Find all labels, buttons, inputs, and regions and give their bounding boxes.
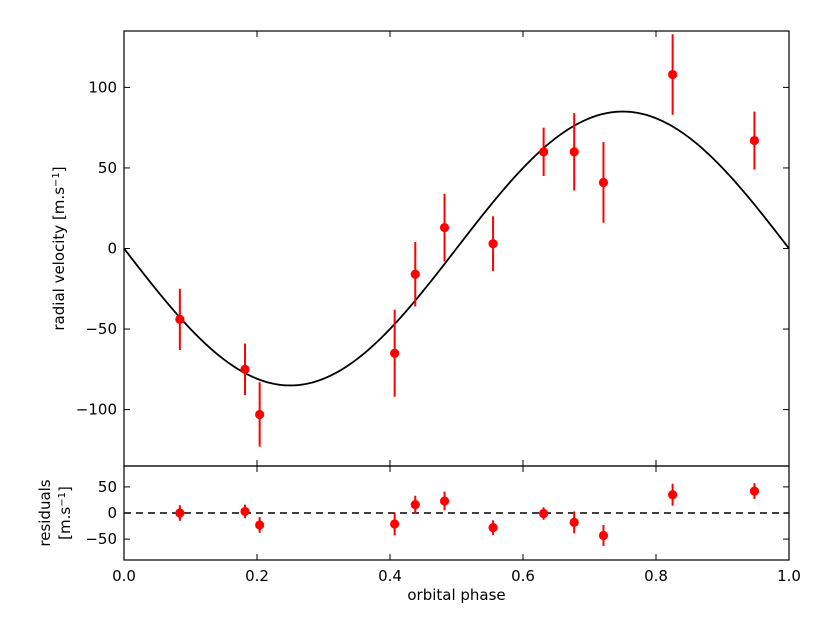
- residual-points-layer: [175, 483, 760, 546]
- x-tick-label: 1.0: [777, 567, 801, 585]
- residuals-y-axis-label-line1: residuals: [36, 479, 54, 546]
- residual-data-point: [749, 486, 760, 496]
- residuals-y-axis-label-superscript: −1: [57, 492, 68, 507]
- x-axis-ticks: 0.0 0.2 0.4 0.6 0.8 1.0: [112, 31, 801, 585]
- rv-data-point: [410, 269, 420, 279]
- residuals-plot-frame: [123, 465, 790, 561]
- residuals-panel: 50 0 −50 0.0 0.2 0.4 0.6 0.8 1.0 residuals [m.s…: [36, 31, 801, 604]
- main-y-axis-label-superscript: −1: [51, 172, 62, 187]
- residual-data-point: [255, 520, 265, 530]
- residuals-y-axis-label-unit: [m.s: [56, 507, 74, 540]
- residual-data-point: [410, 500, 420, 510]
- residual-data-point: [488, 523, 498, 533]
- residual-data-point: [240, 506, 250, 517]
- residual-data-point: [390, 519, 400, 529]
- rv-data-point: [390, 348, 400, 358]
- main-y-tick-label: 0: [107, 240, 117, 258]
- rv-data-point: [488, 239, 498, 249]
- residual-data-point: [598, 530, 609, 541]
- main-y-axis-label-end: ]: [50, 166, 68, 172]
- residual-y-tick-label: 0: [107, 504, 117, 522]
- rv-data-point: [598, 177, 609, 188]
- rv-data-point: [439, 222, 450, 233]
- main-panel: 100 50 0 −50 −100 radial velocity [m.s−1]: [50, 30, 790, 467]
- rv-data-point: [240, 364, 250, 374]
- model-curve-layer: [123, 110, 790, 387]
- main-y-tick-label: −100: [76, 401, 117, 419]
- main-y-axis-label-text: radial velocity [m.s: [50, 187, 68, 331]
- residuals-y-axis-label-line2: [m.s−1]: [56, 486, 74, 540]
- main-points-layer: [175, 34, 760, 447]
- model-curve: [123, 110, 790, 387]
- x-tick-label: 0.6: [511, 567, 535, 585]
- rv-data-point: [668, 69, 678, 80]
- x-tick-label: 0.4: [378, 567, 402, 585]
- rv-data-point: [539, 147, 549, 157]
- residual-y-tick-label: 50: [98, 478, 117, 496]
- main-y-tick-label: 50: [98, 159, 117, 177]
- rv-data-point: [749, 135, 760, 146]
- residuals-y-axis-label-end: ]: [56, 486, 74, 492]
- residual-data-point: [539, 508, 549, 519]
- x-tick-label: 0.2: [245, 567, 269, 585]
- main-y-tick-label: −50: [85, 320, 117, 338]
- rv-data-point: [569, 147, 579, 157]
- main-y-tick-label: 100: [88, 78, 117, 96]
- residual-y-ticks: 50 0 −50: [85, 478, 789, 548]
- residual-data-point: [668, 490, 678, 500]
- residual-data-point: [569, 517, 579, 528]
- rv-data-point: [255, 409, 265, 420]
- x-tick-label: 0.0: [112, 567, 136, 585]
- residual-data-point: [439, 496, 450, 506]
- main-y-ticks: 100 50 0 −50 −100: [76, 78, 789, 419]
- x-axis-label: orbital phase: [407, 586, 505, 604]
- residual-data-point: [175, 508, 185, 518]
- x-tick-label: 0.8: [644, 567, 668, 585]
- residual-y-tick-label: −50: [85, 530, 117, 548]
- main-y-axis-label: radial velocity [m.s−1]: [50, 166, 68, 330]
- rv-data-point: [175, 314, 185, 324]
